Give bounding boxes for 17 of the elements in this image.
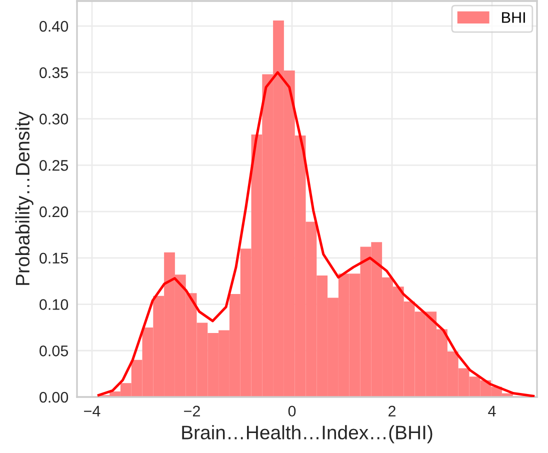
y-tick-label: 0.20 <box>40 206 68 218</box>
y-tick-label: 0.05 <box>40 346 68 356</box>
y-tick-label: 0.15 <box>40 252 68 264</box>
y-tick-label: 0.25 <box>40 160 68 171</box>
x-tick-label: 2 <box>388 406 396 416</box>
legend-label: BHI <box>502 12 525 23</box>
x-tick-label: 0 <box>288 406 296 417</box>
y-axis-title: Probability…Density <box>15 112 34 285</box>
x-axis-title: Brain…Health…Index…(BHI) <box>182 425 432 444</box>
x-tick-label: −4 <box>84 406 100 416</box>
y-tick-label: 0.00 <box>40 392 68 403</box>
x-tick-label: −2 <box>184 406 200 416</box>
x-tick-label: 4 <box>488 406 496 416</box>
y-tick-label: 0.10 <box>40 299 68 310</box>
y-tick-label: 0.30 <box>40 114 68 124</box>
y-tick-label: 0.35 <box>40 67 68 78</box>
y-tick-label: 0.40 <box>40 20 68 32</box>
